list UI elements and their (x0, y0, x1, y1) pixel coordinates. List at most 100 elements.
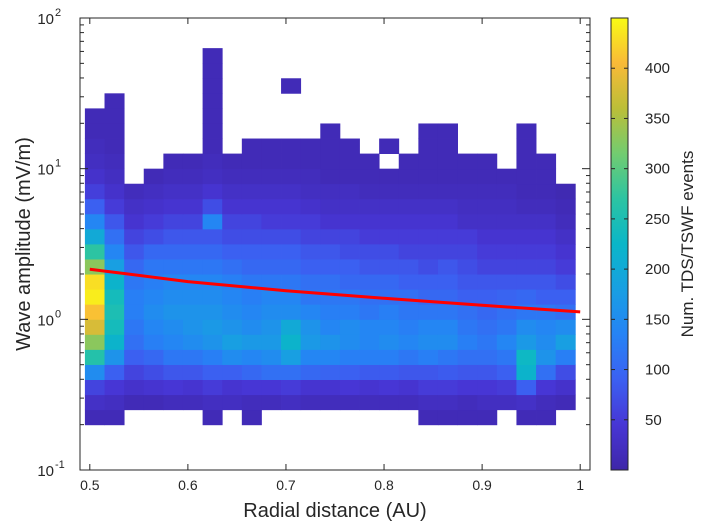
heatmap-cell (359, 168, 380, 185)
y-tick-exponent: 1 (55, 158, 61, 170)
y-axis-label: Wave amplitude (mV/m) (13, 137, 35, 351)
heatmap-cell (496, 259, 517, 275)
heatmap-cell (241, 228, 262, 245)
heatmap-cell (536, 274, 557, 290)
heatmap-cell (202, 289, 223, 305)
heatmap-cell (536, 409, 557, 426)
heatmap-cell (555, 198, 576, 215)
heatmap-cell (84, 379, 105, 396)
heatmap-cell (281, 304, 302, 320)
heatmap-cell (536, 198, 557, 215)
heatmap-cell (261, 319, 282, 335)
heatmap-cell (536, 168, 557, 185)
heatmap-cell (418, 123, 439, 139)
heatmap-cell (398, 394, 419, 411)
heatmap-cell (398, 349, 419, 365)
heatmap-cell (84, 394, 105, 411)
heatmap-cell (202, 379, 223, 396)
heatmap-cell (320, 259, 341, 275)
heatmap-cell (418, 259, 439, 275)
heatmap-cell (477, 153, 498, 170)
heatmap-cell (339, 153, 360, 170)
x-tick-label: 0.6 (178, 477, 198, 493)
heatmap-cell (359, 394, 380, 411)
heatmap-cell (536, 244, 557, 260)
heatmap-cell (300, 244, 321, 260)
heatmap-cell (339, 213, 360, 230)
heatmap-cell (124, 319, 145, 335)
heatmap-cell (418, 228, 439, 245)
heatmap-cell (104, 319, 125, 335)
heatmap-cell (418, 319, 439, 335)
heatmap-cell (398, 168, 419, 185)
heatmap-cell (555, 274, 576, 290)
heatmap-cell (379, 168, 400, 185)
heatmap-cell (104, 304, 125, 320)
heatmap-cell (359, 364, 380, 380)
x-axis-label: Radial distance (AU) (243, 500, 426, 522)
heatmap-cell (104, 168, 125, 185)
heatmap-cell (339, 394, 360, 411)
heatmap-cell (398, 274, 419, 290)
heatmap-cell (516, 274, 537, 290)
heatmap-cell (241, 349, 262, 365)
heatmap-cell (437, 138, 458, 154)
heatmap-cell (398, 244, 419, 260)
colorbar (611, 18, 628, 470)
heatmap-cell (241, 394, 262, 411)
heatmap-cell (241, 153, 262, 170)
heatmap-cell (124, 349, 145, 365)
colorbar-tick-label: 300 (645, 161, 670, 178)
heatmap-cell (418, 168, 439, 185)
heatmap-cell (84, 364, 105, 380)
heatmap-cell (320, 364, 341, 380)
heatmap-cell (202, 123, 223, 139)
heatmap-cell (379, 198, 400, 215)
heatmap-cell (418, 304, 439, 320)
heatmap-cell (84, 349, 105, 365)
heatmap-cell (182, 304, 203, 320)
heatmap-cell (84, 213, 105, 230)
heatmap-cell (84, 289, 105, 305)
heatmap-cell (536, 334, 557, 350)
heatmap-cell (182, 319, 203, 335)
heatmap-cell (261, 213, 282, 230)
heatmap-cell (104, 409, 125, 426)
heatmap-cell (320, 228, 341, 245)
y-tick-exponent: 0 (55, 308, 61, 320)
heatmap-cell (496, 168, 517, 185)
heatmap-cell (379, 289, 400, 305)
heatmap-cell (477, 259, 498, 275)
heatmap-cell (516, 334, 537, 350)
heatmap-cell (104, 228, 125, 245)
heatmap-cell (104, 349, 125, 365)
heatmap-cell (457, 379, 478, 396)
heatmap-cell (222, 213, 243, 230)
heatmap-cell (418, 409, 439, 426)
heatmap-cell (398, 153, 419, 170)
heatmap-cell (300, 153, 321, 170)
heatmap-cell (516, 379, 537, 396)
heatmap-cell (143, 213, 164, 230)
heatmap-cell (496, 274, 517, 290)
heatmap-cell (202, 198, 223, 215)
heatmap-cell (281, 228, 302, 245)
x-tick-label: 0.9 (472, 477, 492, 493)
heatmap-cell (398, 319, 419, 335)
colorbar-tick-label: 200 (645, 261, 670, 278)
heatmap-cell (457, 349, 478, 365)
heatmap-cell (300, 394, 321, 411)
heatmap-cell (516, 349, 537, 365)
heatmap-cell (477, 168, 498, 185)
heatmap-cell (339, 349, 360, 365)
heatmap-cell (379, 304, 400, 320)
heatmap-cell (320, 319, 341, 335)
heatmap-cell (496, 244, 517, 260)
heatmap-cell (202, 244, 223, 260)
heatmap-cell (163, 394, 184, 411)
heatmap-cell (182, 259, 203, 275)
heatmap-cell (496, 213, 517, 230)
colorbar-frame (610, 17, 629, 471)
heatmap-cell (261, 304, 282, 320)
